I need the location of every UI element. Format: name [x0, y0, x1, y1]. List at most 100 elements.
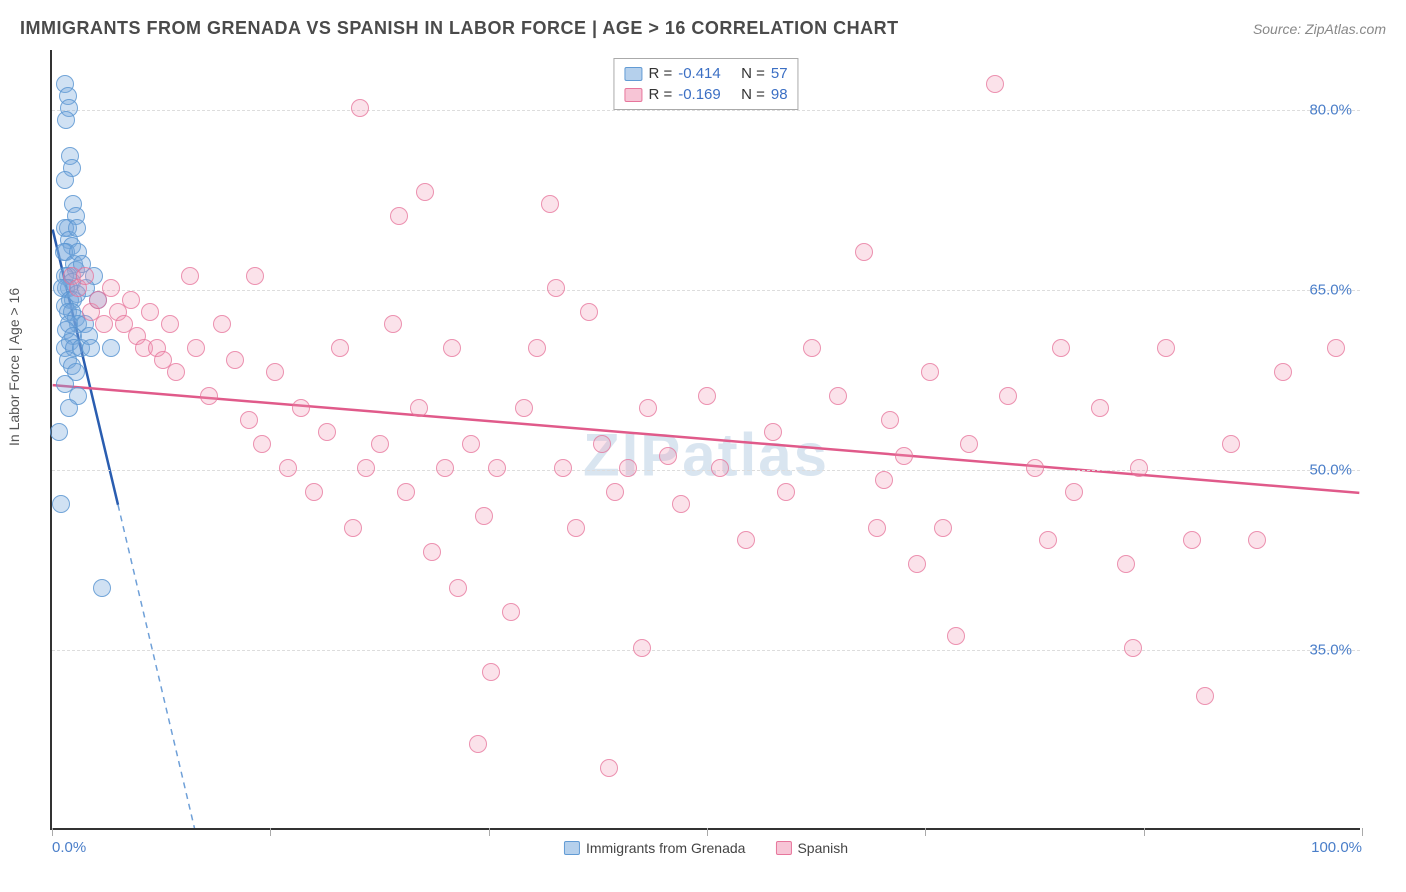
legend-row: R = -0.169 N = 98: [624, 84, 787, 105]
data-point: [187, 339, 205, 357]
data-point: [541, 195, 559, 213]
data-point: [443, 339, 461, 357]
data-point: [253, 435, 271, 453]
x-tick: [270, 828, 271, 836]
data-point: [213, 315, 231, 333]
x-tick: [52, 828, 53, 836]
x-tick: [925, 828, 926, 836]
data-point: [436, 459, 454, 477]
data-point: [515, 399, 533, 417]
data-point: [482, 663, 500, 681]
data-point: [672, 495, 690, 513]
legend-item: Spanish: [775, 840, 848, 856]
gridline: [52, 650, 1360, 651]
data-point: [305, 483, 323, 501]
data-point: [318, 423, 336, 441]
data-point: [1052, 339, 1070, 357]
data-point: [82, 339, 100, 357]
data-point: [1222, 435, 1240, 453]
data-point: [475, 507, 493, 525]
data-point: [711, 459, 729, 477]
data-point: [921, 363, 939, 381]
data-point: [777, 483, 795, 501]
data-point: [1124, 639, 1142, 657]
data-point: [371, 435, 389, 453]
x-tick-label: 100.0%: [1311, 839, 1362, 856]
data-point: [547, 279, 565, 297]
data-point: [1130, 459, 1148, 477]
legend-swatch: [775, 841, 791, 855]
data-point: [1248, 531, 1266, 549]
watermark: ZIPatlas: [583, 420, 829, 489]
data-point: [908, 555, 926, 573]
data-point: [488, 459, 506, 477]
data-point: [68, 219, 86, 237]
legend-swatch: [624, 88, 642, 102]
legend-swatch: [624, 67, 642, 81]
data-point: [600, 759, 618, 777]
data-point: [390, 207, 408, 225]
data-point: [181, 267, 199, 285]
trend-line-extrapolated: [118, 505, 288, 828]
data-point: [554, 459, 572, 477]
y-tick-label: 50.0%: [1309, 462, 1352, 479]
trend-lines-layer: [52, 50, 1360, 828]
x-tick: [489, 828, 490, 836]
data-point: [1196, 687, 1214, 705]
data-point: [1157, 339, 1175, 357]
data-point: [829, 387, 847, 405]
data-point: [1327, 339, 1345, 357]
data-point: [161, 315, 179, 333]
data-point: [410, 399, 428, 417]
y-tick-label: 80.0%: [1309, 102, 1352, 119]
data-point: [200, 387, 218, 405]
data-point: [1274, 363, 1292, 381]
data-point: [960, 435, 978, 453]
data-point: [292, 399, 310, 417]
legend-label: Spanish: [797, 840, 848, 856]
data-point: [93, 579, 111, 597]
data-point: [1117, 555, 1135, 573]
data-point: [502, 603, 520, 621]
x-tick-label: 0.0%: [52, 839, 86, 856]
data-point: [986, 75, 1004, 93]
data-point: [1183, 531, 1201, 549]
data-point: [528, 339, 546, 357]
data-point: [737, 531, 755, 549]
data-point: [416, 183, 434, 201]
data-point: [1039, 531, 1057, 549]
data-point: [240, 411, 258, 429]
source-attribution: Source: ZipAtlas.com: [1253, 21, 1386, 37]
data-point: [881, 411, 899, 429]
data-point: [60, 399, 78, 417]
chart-title: IMMIGRANTS FROM GRENADA VS SPANISH IN LA…: [20, 18, 899, 39]
data-point: [868, 519, 886, 537]
data-point: [167, 363, 185, 381]
data-point: [449, 579, 467, 597]
legend-label: Immigrants from Grenada: [586, 840, 746, 856]
chart-header: IMMIGRANTS FROM GRENADA VS SPANISH IN LA…: [20, 18, 1386, 39]
data-point: [855, 243, 873, 261]
data-point: [764, 423, 782, 441]
legend-swatch: [564, 841, 580, 855]
legend-row: R = -0.414 N = 57: [624, 63, 787, 84]
data-point: [331, 339, 349, 357]
data-point: [102, 279, 120, 297]
data-point: [469, 735, 487, 753]
data-point: [226, 351, 244, 369]
data-point: [462, 435, 480, 453]
data-point: [102, 339, 120, 357]
data-point: [1091, 399, 1109, 417]
data-point: [344, 519, 362, 537]
data-point: [76, 267, 94, 285]
data-point: [279, 459, 297, 477]
data-point: [1065, 483, 1083, 501]
gridline: [52, 470, 1360, 471]
data-point: [593, 435, 611, 453]
gridline: [52, 290, 1360, 291]
data-point: [423, 543, 441, 561]
data-point: [698, 387, 716, 405]
data-point: [52, 495, 70, 513]
y-axis-label: In Labor Force | Age > 16: [6, 288, 22, 446]
data-point: [56, 171, 74, 189]
